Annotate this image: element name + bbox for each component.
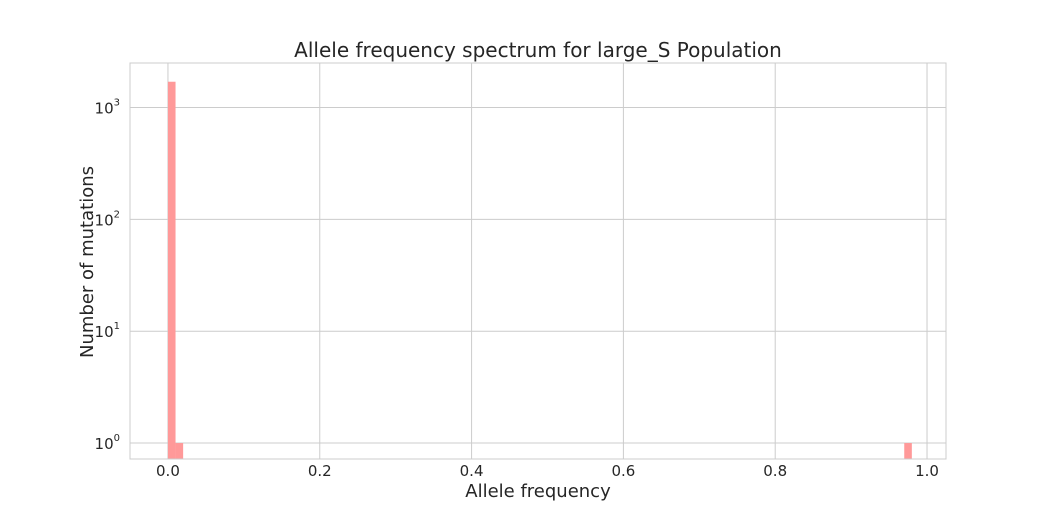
x-tick-label: 0.4	[460, 462, 484, 480]
x-tick-label: 0.0	[156, 462, 180, 480]
y-axis-ticks: 100 101 102 103	[95, 98, 120, 454]
plot-frame	[129, 62, 947, 460]
histogram-bar	[175, 443, 184, 459]
histogram-bars	[167, 81, 912, 459]
histogram-bar	[904, 443, 912, 459]
histogram-bar	[167, 81, 176, 459]
x-tick-label: 0.6	[611, 462, 635, 480]
plot-border	[129, 62, 947, 460]
x-axis-label: Allele frequency	[465, 481, 611, 502]
plot-background	[130, 63, 946, 459]
x-tick-label: 0.2	[308, 462, 332, 480]
x-tick-label: 1.0	[915, 462, 939, 480]
y-axis-label: Number of mutations	[77, 166, 98, 358]
gridlines	[130, 63, 946, 459]
y-tick-label: 103	[95, 98, 120, 118]
chart-title: Allele frequency spectrum for large_S Po…	[294, 38, 782, 62]
x-tick-label: 0.8	[763, 462, 787, 480]
plot-area	[130, 63, 946, 459]
y-tick-label: 101	[95, 321, 120, 341]
y-tick-label: 100	[95, 433, 120, 453]
y-tick-label: 102	[95, 209, 120, 229]
x-axis-ticks: 0.0 0.2 0.4 0.6 0.8 1.0	[156, 462, 939, 480]
